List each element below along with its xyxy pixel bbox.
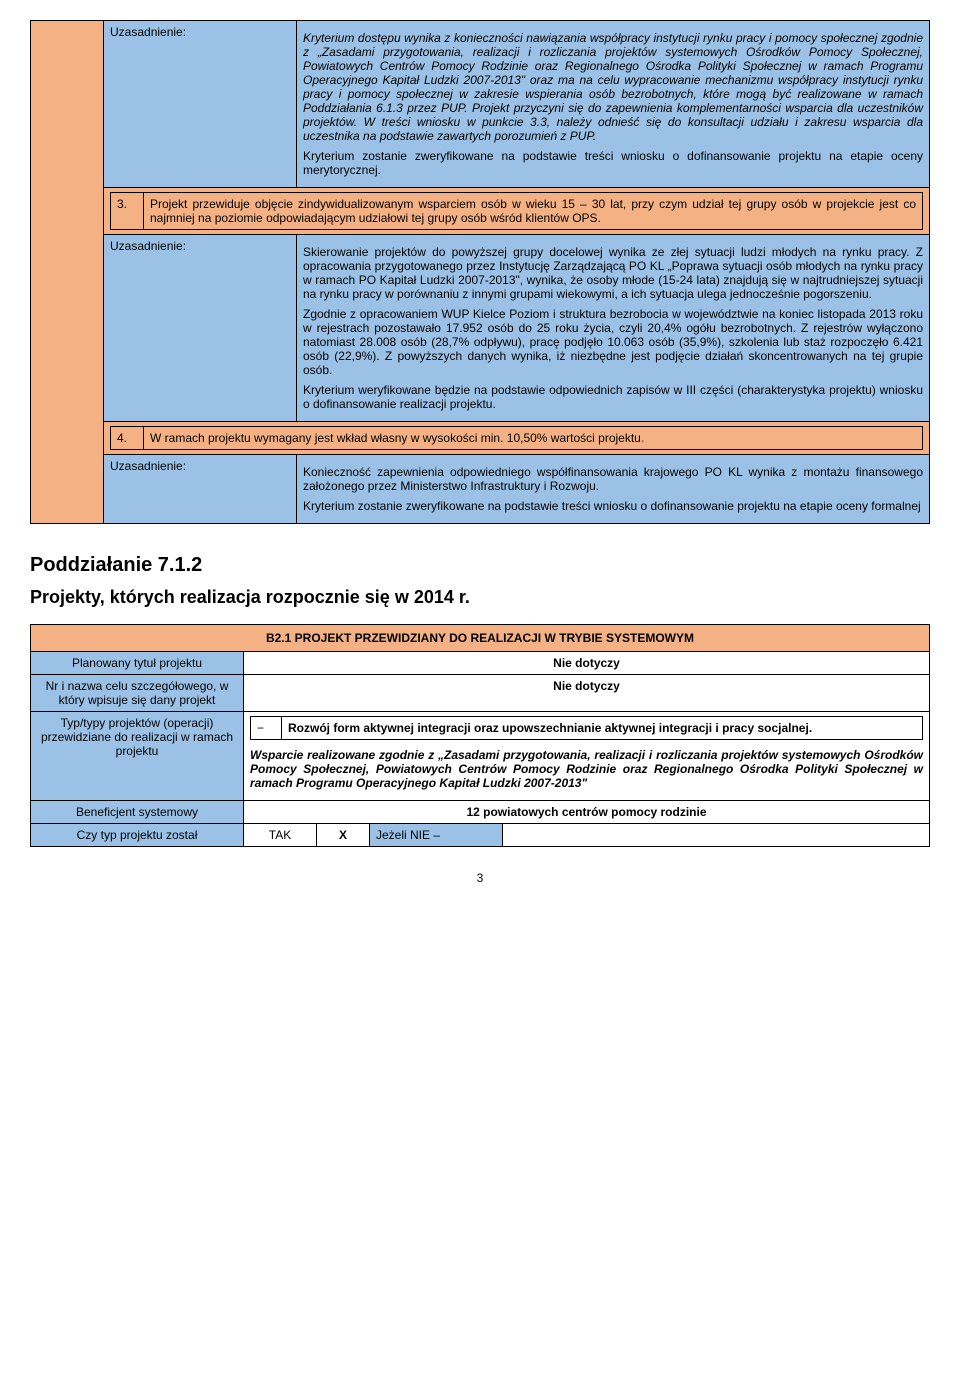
uz-label-2: Uzasadnienie:	[104, 235, 297, 422]
b2-r3-label: Typ/typy projektów (operacji) przewidzia…	[31, 712, 244, 801]
b2-r5-nie: Jeżeli NIE –	[370, 824, 503, 847]
uz3-p1: Konieczność zapewnienia odpowiedniego ws…	[303, 465, 923, 493]
b2-r4-label: Beneficjent systemowy	[31, 801, 244, 824]
b2-table: B2.1 PROJEKT PRZEWIDZIANY DO REALIZACJI …	[30, 624, 930, 847]
item4-text: W ramach projektu wymagany jest wkład wł…	[144, 427, 923, 450]
uz-label-1: Uzasadnienie:	[104, 21, 297, 188]
uz2-p2: Zgodnie z opracowaniem WUP Kielce Poziom…	[303, 307, 923, 377]
b2-r3-body: − Rozwój form aktywnej integracji oraz u…	[244, 712, 930, 801]
item4-row: 4. W ramach projektu wymagany jest wkład…	[104, 422, 930, 455]
item3-num: 3.	[111, 193, 144, 230]
uz3-p2: Kryterium zostanie zweryfikowane na pods…	[303, 499, 923, 513]
item4-inner: 4. W ramach projektu wymagany jest wkład…	[110, 426, 923, 450]
item3-row: 3. Projekt przewiduje objęcie zindywidua…	[104, 188, 930, 235]
dash-icon: −	[251, 717, 282, 740]
b2-r3-inner: − Rozwój form aktywnej integracji oraz u…	[250, 716, 923, 740]
b2-r1-val: Nie dotyczy	[244, 652, 930, 675]
uz-label-3: Uzasadnienie:	[104, 455, 297, 524]
uz2-p1: Skierowanie projektów do powyższej grupy…	[303, 245, 923, 301]
criteria-table: Uzasadnienie: Kryterium dostępu wynika z…	[30, 20, 930, 524]
b2-r2-val: Nie dotyczy	[244, 675, 930, 712]
b2-r3-text: Wsparcie realizowane zgodnie z „Zasadami…	[250, 748, 923, 790]
item3-text: Projekt przewiduje objęcie zindywidualiz…	[144, 193, 923, 230]
item3-inner: 3. Projekt przewiduje objęcie zindywidua…	[110, 192, 923, 230]
uz-body-2: Skierowanie projektów do powyższej grupy…	[297, 235, 930, 422]
b2-r3-bullet: Rozwój form aktywnej integracji oraz upo…	[282, 717, 923, 740]
page-number: 3	[30, 871, 930, 885]
b2-r5-tak: TAK	[244, 824, 317, 847]
b2-r2-label: Nr i nazwa celu szczegółowego, w który w…	[31, 675, 244, 712]
left-spacer	[31, 21, 104, 524]
b2-r1-label: Planowany tytuł projektu	[31, 652, 244, 675]
b2-r4-val: 12 powiatowych centrów pomocy rodzinie	[244, 801, 930, 824]
uz-body-3: Konieczność zapewnienia odpowiedniego ws…	[297, 455, 930, 524]
b2-r5-empty	[503, 824, 930, 847]
uz-body-1: Kryterium dostępu wynika z konieczności …	[297, 21, 930, 188]
uz2-p3: Kryterium weryfikowane będzie na podstaw…	[303, 383, 923, 411]
b2-r5-x: X	[317, 824, 370, 847]
item4-num: 4.	[111, 427, 144, 450]
uz1-p2: Kryterium zostanie zweryfikowane na pods…	[303, 149, 923, 177]
b2-r5-label: Czy typ projektu został	[31, 824, 244, 847]
b2-header: B2.1 PROJEKT PRZEWIDZIANY DO REALIZACJI …	[31, 625, 930, 652]
section-subtitle: Projekty, których realizacja rozpocznie …	[30, 587, 930, 608]
section-title: Poddziałanie 7.1.2	[30, 554, 930, 577]
uz1-p1: Kryterium dostępu wynika z konieczności …	[303, 31, 923, 143]
